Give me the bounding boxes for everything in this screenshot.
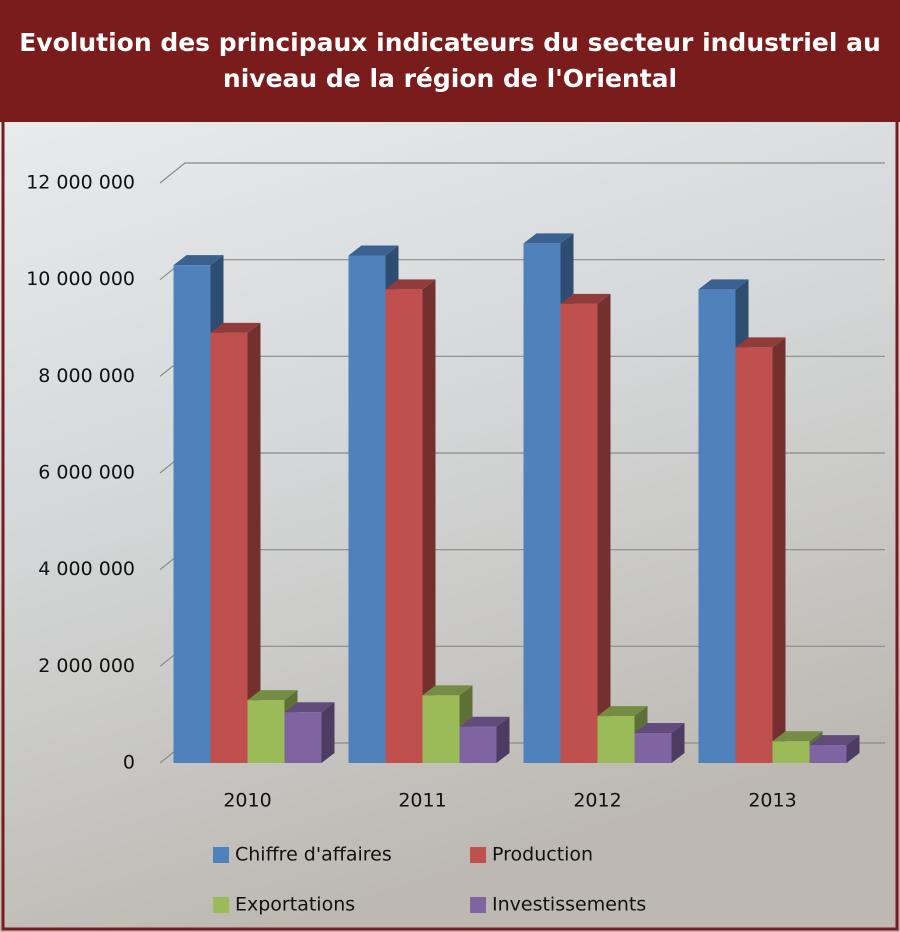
- y-tick-label: 12 000 000: [26, 172, 135, 194]
- bar: [635, 733, 672, 763]
- y-tick-label: 4 000 000: [38, 558, 135, 580]
- y-tick-label: 0: [123, 752, 135, 774]
- legend-label: Exportations: [235, 894, 355, 916]
- bar: [460, 727, 497, 763]
- bar-side: [773, 337, 786, 763]
- chart: 0 2 000 000 4 000 000 6 000 000 8 000 000 10 …: [0, 0, 900, 932]
- y-tick-label: 2 000 000: [38, 655, 135, 677]
- bar-side: [322, 702, 335, 763]
- legend-swatch: [470, 897, 486, 913]
- x-tick-label: 2010: [223, 790, 271, 812]
- page: 0 2 000 000 4 000 000 6 000 000 8 000 000 10 …: [0, 0, 900, 932]
- legend-label: Investissements: [492, 894, 646, 916]
- bar: [386, 289, 423, 763]
- x-tick-label: 2013: [748, 790, 796, 812]
- bar: [423, 695, 460, 763]
- bar: [699, 289, 736, 763]
- bar: [285, 712, 322, 763]
- y-tick-label: 6 000 000: [38, 462, 135, 484]
- chart-title: Evolution des principaux indicateurs du …: [0, 0, 900, 122]
- bar: [561, 304, 598, 763]
- bar-side: [598, 294, 611, 763]
- bar: [248, 700, 285, 763]
- bar: [736, 347, 773, 763]
- bar: [773, 741, 810, 763]
- y-tick-label: 10 000 000: [26, 268, 135, 290]
- y-tick-label: 8 000 000: [38, 365, 135, 387]
- legend-swatch: [213, 897, 229, 913]
- legend-label: Production: [492, 844, 593, 866]
- x-tick-label: 2012: [573, 790, 621, 812]
- legend-swatch: [213, 847, 229, 863]
- x-tick-label: 2011: [398, 790, 446, 812]
- bar: [598, 716, 635, 763]
- bar: [174, 265, 211, 763]
- bar: [349, 256, 386, 764]
- legend-label: Chiffre d'affaires: [235, 844, 392, 866]
- bar: [810, 745, 847, 763]
- bar: [524, 243, 561, 763]
- legend-swatch: [470, 847, 486, 863]
- bar: [211, 333, 248, 763]
